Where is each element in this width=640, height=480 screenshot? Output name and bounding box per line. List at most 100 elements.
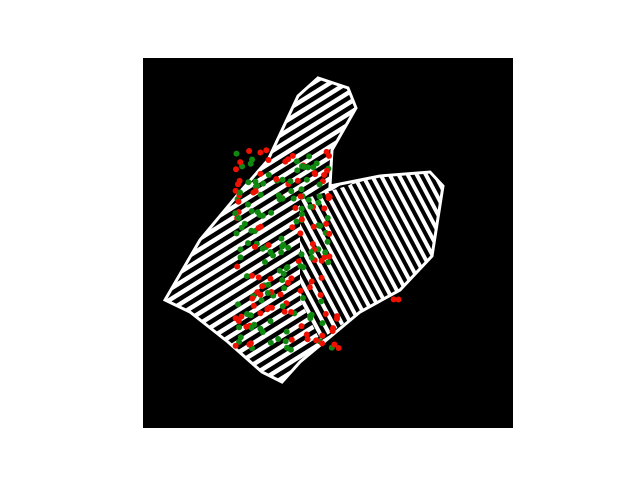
- minutia-dot: [250, 302, 257, 309]
- minutia-dot: [308, 278, 315, 285]
- minutia-dot: [237, 334, 244, 341]
- minutia-dot: [278, 249, 285, 256]
- minutia-dot: [294, 177, 301, 184]
- minutia-dot: [267, 318, 274, 325]
- minutia-dot: [267, 249, 274, 255]
- minutia-dot: [289, 224, 296, 231]
- minutia-dot: [288, 275, 295, 282]
- minutia-dot: [237, 246, 244, 253]
- minutia-dot: [257, 310, 264, 317]
- minutia-dot: [237, 189, 243, 196]
- minutia-dot: [315, 199, 322, 206]
- minutia-dot: [285, 244, 292, 251]
- minutia-dot: [315, 246, 322, 253]
- minutia-dot: [275, 192, 282, 199]
- minutia-dot: [273, 176, 280, 183]
- minutia-dot: [299, 295, 306, 301]
- fingerprint-outline: [162, 76, 445, 384]
- minutia-dot: [318, 274, 325, 281]
- minutia-dot: [329, 328, 336, 334]
- minutia-dot: [325, 259, 332, 266]
- minutia-dot: [260, 180, 267, 187]
- minutia-dot: [292, 205, 299, 211]
- minutia-dot: [252, 178, 259, 185]
- minutia-dot: [299, 211, 305, 218]
- minutia-dot: [235, 318, 242, 324]
- minutia-dot: [281, 285, 288, 292]
- minutia-dot: [266, 304, 273, 311]
- minutia-dot: [243, 323, 250, 330]
- minutia-dot: [283, 328, 290, 335]
- minutia-dot: [237, 254, 244, 261]
- minutia-dot: [304, 336, 311, 343]
- minutia-dot: [293, 218, 300, 225]
- minutia-dot: [264, 290, 271, 296]
- minutia-dot: [321, 172, 328, 178]
- minutia-dot: [322, 249, 329, 256]
- minutia-dot: [282, 338, 289, 345]
- minutia-dot: [252, 188, 259, 195]
- minutia-dot: [321, 254, 328, 261]
- minutia-dot: [306, 284, 313, 291]
- minutia-dot: [298, 251, 305, 258]
- minutia-dot: [255, 274, 262, 281]
- minutia-dot: [283, 265, 290, 272]
- minutia-dot: [265, 157, 272, 163]
- minutia-dot: [325, 195, 332, 202]
- minutia-dot: [276, 267, 283, 274]
- minutia-dot: [259, 283, 266, 290]
- minutia-dot: [265, 171, 272, 178]
- minutia-dot: [323, 148, 330, 155]
- minutia-dot: [309, 241, 316, 247]
- minutia-dot: [235, 198, 242, 205]
- minutia-dot: [319, 340, 326, 347]
- minutia-dot: [287, 178, 294, 185]
- minutia-dot: [232, 210, 239, 217]
- minutia-dot: [235, 301, 241, 308]
- minutia-dot: [252, 183, 259, 190]
- minutia-dot: [237, 159, 244, 166]
- minutia-dot: [245, 240, 251, 247]
- minutia-dot: [326, 230, 333, 237]
- minutia-dot: [390, 296, 397, 303]
- minutia-dot: [247, 160, 254, 167]
- minutia-dot: [254, 289, 261, 296]
- minutia-dot: [244, 311, 250, 317]
- minutia-dot: [245, 201, 251, 208]
- minutia-dot: [265, 242, 272, 249]
- minutia-dot: [322, 311, 329, 317]
- minutia-dot: [395, 296, 402, 303]
- minutia-dot: [317, 223, 323, 229]
- minutia-dot: [268, 209, 275, 216]
- minutia-dot: [335, 345, 342, 351]
- minutia-dot: [236, 324, 243, 331]
- minutia-dot: [267, 275, 274, 282]
- minutia-dot: [288, 336, 295, 343]
- minutia-dot: [321, 205, 328, 212]
- minutia-dot: [280, 270, 287, 277]
- minutia-dot: [313, 160, 320, 167]
- minutia-dot: [297, 263, 304, 269]
- minutia-dot: [288, 309, 295, 315]
- minutia-dot: [311, 170, 318, 176]
- minutia-dot: [298, 323, 305, 330]
- minutia-dot: [278, 235, 285, 242]
- minutia-dot: [303, 176, 310, 183]
- minutia-dot: [301, 163, 308, 170]
- minutia-dot: [257, 325, 264, 332]
- minutia-dot: [254, 209, 261, 216]
- minutia-dot: [323, 220, 330, 227]
- minutia-dot: [298, 186, 305, 193]
- minutia-dot: [279, 176, 286, 183]
- minutia-dot: [326, 253, 333, 260]
- minutia-dot: [238, 224, 245, 231]
- minutia-dot: [334, 315, 340, 322]
- minutia-dot: [318, 298, 325, 305]
- minutia-dot: [285, 279, 291, 286]
- minutia-dot: [263, 147, 270, 154]
- minutia-dot: [257, 170, 264, 177]
- minutia-dot: [277, 291, 284, 298]
- minutia-dot: [319, 332, 326, 339]
